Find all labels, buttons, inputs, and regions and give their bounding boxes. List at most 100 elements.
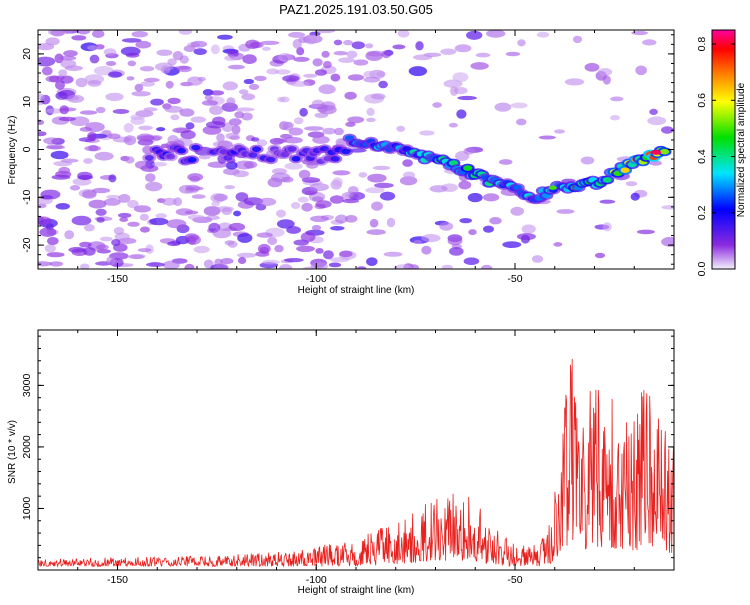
heatmap-cell (272, 168, 287, 175)
heatmap-cell (463, 147, 475, 155)
heatmap-cell (266, 68, 279, 75)
heatmap-cell (185, 184, 201, 192)
heatmap-cell (43, 137, 60, 145)
y-tick-label: 3000 (21, 374, 33, 398)
heatmap-cell (40, 195, 53, 200)
heatmap-cell (241, 93, 256, 101)
heatmap-cell (489, 217, 502, 225)
heatmap-cell (275, 69, 291, 75)
heatmap-cell (602, 177, 612, 183)
heatmap-cell (454, 44, 472, 53)
heatmap-cell (456, 109, 467, 119)
heatmap-cell (167, 97, 181, 105)
heatmap-cell (564, 78, 585, 86)
snr-panel: -150 -100 -50 1000 2000 3000 Height of strai… (7, 329, 675, 596)
heatmap-cell (205, 215, 220, 221)
heatmap-cell (243, 197, 264, 206)
heatmap-cell (87, 45, 99, 51)
heatmap-cell (119, 217, 129, 223)
heatmap-cell (237, 252, 256, 258)
heatmap-cell (284, 162, 303, 170)
heatmap-cell (172, 51, 184, 61)
heatmap-cell (112, 109, 130, 114)
heatmap-cell (383, 251, 403, 257)
heatmap-cell (79, 241, 92, 248)
heatmap-cell (371, 93, 386, 100)
heatmap-cell (137, 248, 152, 253)
colorbar-tick-label: 0.8 (696, 37, 708, 52)
y-tick-label: 10 (21, 96, 33, 108)
snr-series-line (38, 358, 674, 568)
heatmap-cell (130, 116, 145, 125)
heatmap-cell (516, 118, 527, 126)
heatmap-cell (429, 185, 448, 193)
heatmap-cell (483, 225, 494, 233)
heatmap-cell (322, 127, 337, 135)
heatmap-cell (251, 137, 260, 142)
heatmap-cell (212, 228, 232, 239)
heatmap-cell (64, 230, 75, 240)
heatmap-cell (136, 133, 154, 142)
heatmap-cell (363, 70, 377, 79)
heatmap-cell (252, 146, 262, 152)
heatmap-cell (402, 159, 413, 167)
heatmap-cell (149, 217, 169, 226)
colorbar-tick-label: 0.4 (696, 149, 708, 164)
heatmap-cell (661, 205, 674, 210)
heatmap-cell (135, 160, 151, 170)
heatmap-cell (312, 135, 330, 144)
heatmap-cell (55, 203, 70, 210)
heatmap-cell (197, 76, 206, 82)
heatmap-cell (39, 227, 57, 237)
heatmap-cell (138, 125, 153, 131)
heatmap-cell (399, 176, 418, 186)
heatmap-cell (96, 217, 105, 223)
heatmap-cell (50, 150, 69, 160)
heatmap-cell (536, 31, 550, 38)
heatmap-cell (79, 110, 98, 115)
heatmap-cell (238, 256, 247, 265)
heatmap-cell (156, 49, 173, 56)
colorbar-tick-label: 0.6 (696, 93, 708, 108)
heatmap-cell (96, 244, 109, 250)
heatmap-cell (184, 263, 195, 269)
heatmap-cell (432, 102, 442, 108)
heatmap-cell (178, 30, 193, 35)
heatmap-cell (421, 245, 432, 255)
heatmap-cell (190, 116, 206, 123)
heatmap-cell (602, 75, 611, 85)
colorbar-tick-label: 0.2 (696, 205, 708, 220)
heatmap-cell (502, 241, 522, 249)
heatmap-cell (553, 242, 563, 247)
heatmap-cell (598, 68, 613, 76)
heatmap-cell (466, 30, 483, 40)
heatmap-cell (68, 246, 86, 253)
heatmap-cell (649, 108, 658, 115)
heatmap-cell (145, 181, 163, 192)
heatmap-cell (556, 209, 575, 214)
heatmap-cell (190, 40, 208, 48)
heatmap-cell (366, 107, 375, 116)
heatmap-cell (602, 222, 612, 232)
x-tick-label: -50 (507, 574, 522, 586)
heatmap-cell (106, 194, 121, 200)
heatmap-cell (58, 116, 76, 122)
heatmap-cell (241, 112, 253, 121)
heatmap-cell (463, 257, 480, 266)
heatmap-cell (210, 44, 220, 55)
spectrogram-panel: -150 -100 -50 20 10 0 -10 -20 Height of straig… (7, 29, 675, 296)
heatmap-cell (133, 205, 151, 213)
heatmap-cell (516, 233, 536, 241)
heatmap-cell (315, 248, 324, 254)
heatmap-cell (183, 45, 196, 52)
heatmap-cell (421, 234, 441, 243)
heatmap-cell (335, 214, 348, 224)
heatmap-cell (248, 152, 258, 158)
heatmap-cell (127, 200, 139, 209)
heatmap-cell (283, 136, 303, 144)
heatmap-cell (101, 129, 112, 136)
heatmap-cell (125, 52, 140, 58)
heatmap-cell (113, 227, 125, 235)
heatmap-cell (279, 264, 293, 269)
heatmap-cell (60, 158, 79, 163)
